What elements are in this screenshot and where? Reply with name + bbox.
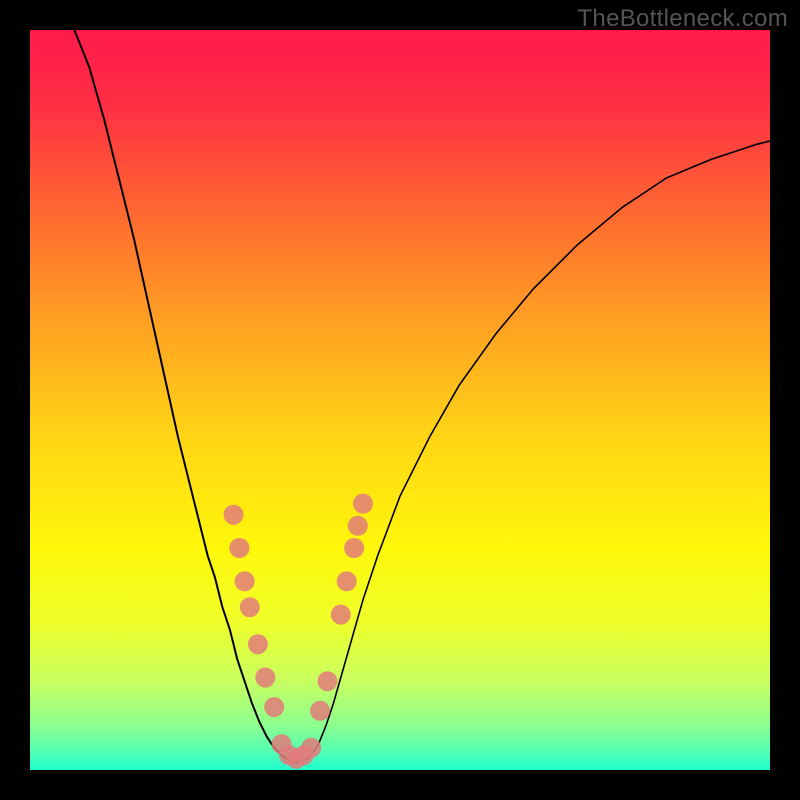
marker-point xyxy=(353,494,373,514)
marker-point xyxy=(248,634,268,654)
chart-plot-area xyxy=(30,30,770,770)
marker-point xyxy=(310,701,330,721)
marker-point xyxy=(240,597,260,617)
marker-point xyxy=(344,538,364,558)
marker-point xyxy=(255,668,275,688)
marker-point xyxy=(301,738,321,758)
marker-point xyxy=(337,571,357,591)
chart-svg xyxy=(30,30,770,770)
marker-point xyxy=(348,516,368,536)
marker-point xyxy=(331,605,351,625)
marker-point xyxy=(317,671,337,691)
chart-background xyxy=(30,30,770,770)
watermark-text: TheBottleneck.com xyxy=(577,5,788,33)
marker-point xyxy=(224,505,244,525)
marker-point xyxy=(229,538,249,558)
marker-point xyxy=(235,571,255,591)
marker-point xyxy=(264,697,284,717)
